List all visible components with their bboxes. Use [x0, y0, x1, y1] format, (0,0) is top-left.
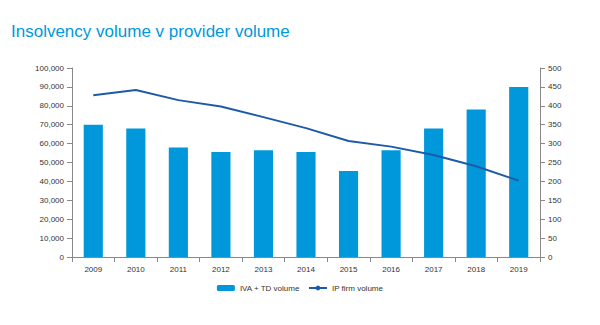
svg-text:450: 450: [548, 82, 562, 91]
svg-text:2016: 2016: [382, 265, 400, 274]
svg-text:20,000: 20,000: [40, 215, 65, 224]
svg-text:2014: 2014: [297, 265, 315, 274]
svg-text:100: 100: [548, 215, 562, 224]
svg-text:50,000: 50,000: [40, 158, 65, 167]
svg-text:0: 0: [548, 253, 553, 262]
svg-text:150: 150: [548, 196, 562, 205]
svg-text:500: 500: [548, 64, 562, 73]
svg-text:Insolvency volume v provider v: Insolvency volume v provider volume: [11, 22, 290, 41]
svg-text:50: 50: [548, 234, 557, 243]
svg-text:300: 300: [548, 139, 562, 148]
svg-text:2015: 2015: [340, 265, 358, 274]
svg-text:70,000: 70,000: [40, 120, 65, 129]
svg-text:0: 0: [60, 253, 65, 262]
svg-text:100,000: 100,000: [35, 64, 64, 73]
svg-text:2018: 2018: [467, 265, 485, 274]
svg-text:2011: 2011: [170, 265, 188, 274]
svg-text:10,000: 10,000: [40, 234, 65, 243]
svg-text:IVA + TD volume: IVA + TD volume: [240, 284, 300, 293]
svg-text:30,000: 30,000: [40, 196, 65, 205]
svg-text:2017: 2017: [425, 265, 443, 274]
svg-text:60,000: 60,000: [40, 139, 65, 148]
svg-text:400: 400: [548, 101, 562, 110]
svg-text:80,000: 80,000: [40, 101, 65, 110]
svg-text:90,000: 90,000: [40, 82, 65, 91]
svg-text:350: 350: [548, 120, 562, 129]
svg-text:2010: 2010: [127, 265, 145, 274]
svg-text:IP firm volume: IP firm volume: [332, 284, 384, 293]
svg-text:200: 200: [548, 177, 562, 186]
svg-text:250: 250: [548, 158, 562, 167]
svg-text:2012: 2012: [212, 265, 230, 274]
svg-text:2019: 2019: [510, 265, 528, 274]
svg-text:2009: 2009: [84, 265, 102, 274]
svg-text:40,000: 40,000: [40, 177, 65, 186]
svg-text:2013: 2013: [255, 265, 273, 274]
